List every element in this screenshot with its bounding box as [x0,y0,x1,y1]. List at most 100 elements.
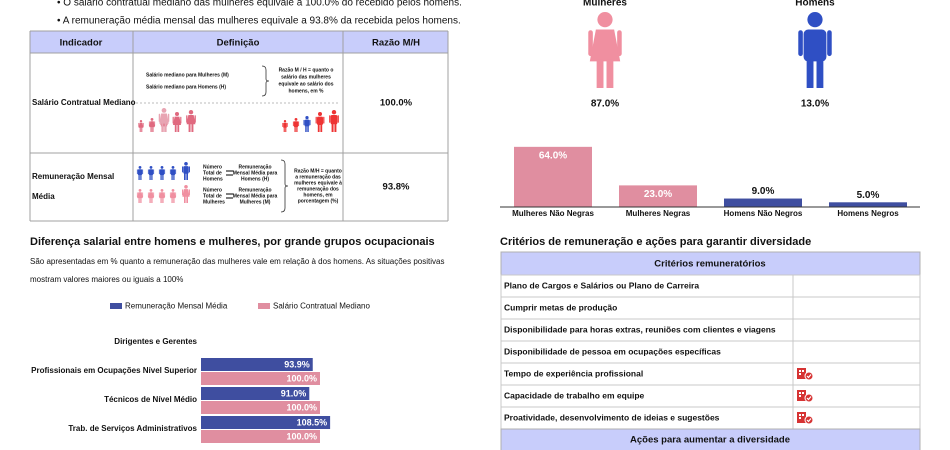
person-icon [169,189,177,203]
criterion-check-icon [797,390,814,403]
body [170,192,176,199]
body [589,29,621,62]
head [807,12,823,28]
criterion-label: Disponibilidade de pessoa em ocupações e… [504,346,721,356]
head [175,112,179,116]
equals-sign [226,193,233,199]
bar [201,358,313,371]
bar [829,202,907,207]
definition-note: mulheres equivale à [294,180,342,186]
indicator-name: Salário Contratual Mediano [32,98,136,107]
leg [191,123,194,132]
definition-note: equivale ao salário dos [278,81,333,87]
arm [282,122,284,127]
head [171,189,175,192]
definition-text: Homens (H) [241,176,269,182]
person-icon [158,108,170,132]
icon-part [797,412,806,423]
y-tick-label: Trab. de Serviços Administrativos [68,424,197,433]
arm [588,30,593,57]
bar [201,372,320,385]
definition-text: Mensal Média para [233,193,278,199]
body [159,192,165,199]
x-tick-label: Homens Não Negros [724,209,803,218]
icon-part [799,392,801,394]
bar [201,401,320,414]
person-icon [158,189,166,203]
head [160,166,164,169]
section-title: Diferença salarial entre homens e mulher… [30,236,435,248]
arm [136,169,138,175]
definition-text: Salário mediano para Homens (H) [146,84,226,90]
section-title: Critérios de remuneração e ações para ga… [500,236,811,248]
icon-part [802,370,804,372]
definition-text: Número [203,164,222,170]
body [283,122,287,128]
head [139,120,143,123]
gender-share: 87.0% [591,99,619,110]
arm [136,192,138,198]
person-icon [329,110,339,132]
definition-text: Remuneração [238,164,271,170]
leg [141,127,143,132]
gender-label: Homens [795,0,835,9]
leg [160,197,162,203]
definition-note: a remuneração das [295,174,341,180]
arm [309,119,311,126]
leg [606,59,614,88]
leg [320,124,323,132]
leg [149,174,151,180]
body [182,189,190,197]
bar-value-label: 91.0% [281,388,307,398]
arm [323,116,325,124]
arm [147,192,149,198]
arm [175,192,177,198]
body [803,29,827,62]
arm [298,121,300,127]
table-header-text: Definição [217,38,260,49]
arm [153,169,155,175]
indicator-name: Média [32,192,55,201]
leg [138,197,140,203]
table-header [500,428,921,450]
section-description: mostram valores maiores ou iguais a 100% [30,275,183,284]
leg [140,174,142,180]
leg [317,124,320,132]
arm [142,122,144,127]
bar [201,416,331,429]
x-tick-label: Homens Negros [837,209,899,218]
brace [280,159,289,213]
table-header-text: Critérios remuneratórios [654,259,765,270]
leg [283,127,285,132]
arm [153,192,155,198]
head [318,112,322,116]
leg [140,197,142,203]
legend-swatch [110,303,122,309]
head [184,185,188,189]
leg [139,127,141,132]
arm [827,30,832,57]
definition-note: Razão M / H = quanto o [279,67,334,73]
leg [138,174,140,180]
head [294,118,298,121]
body [148,192,154,199]
gender-share: 13.0% [801,99,829,110]
y-tick-label: Dirigentes e Gerentes [114,337,197,346]
arm [292,121,294,127]
head [138,166,142,169]
definition-note: Razão M/H = quanto [294,168,342,174]
y-tick-label: Profissionais em Ocupações Nível Superio… [31,366,197,375]
definition-text: Remuneração [238,187,271,193]
bar-value-label: 5.0% [857,190,880,201]
leg [331,123,334,132]
arm [175,169,177,175]
body [183,166,189,174]
definition-text: Total de [203,170,222,176]
person-icon [186,110,196,132]
definition-text: Mulheres [203,199,225,205]
leg [188,123,191,132]
definition-text: Salário mediano para Mulheres (M) [146,72,229,78]
person-icon [136,189,144,203]
definition-note: homens, em [303,192,333,198]
head [171,166,175,169]
